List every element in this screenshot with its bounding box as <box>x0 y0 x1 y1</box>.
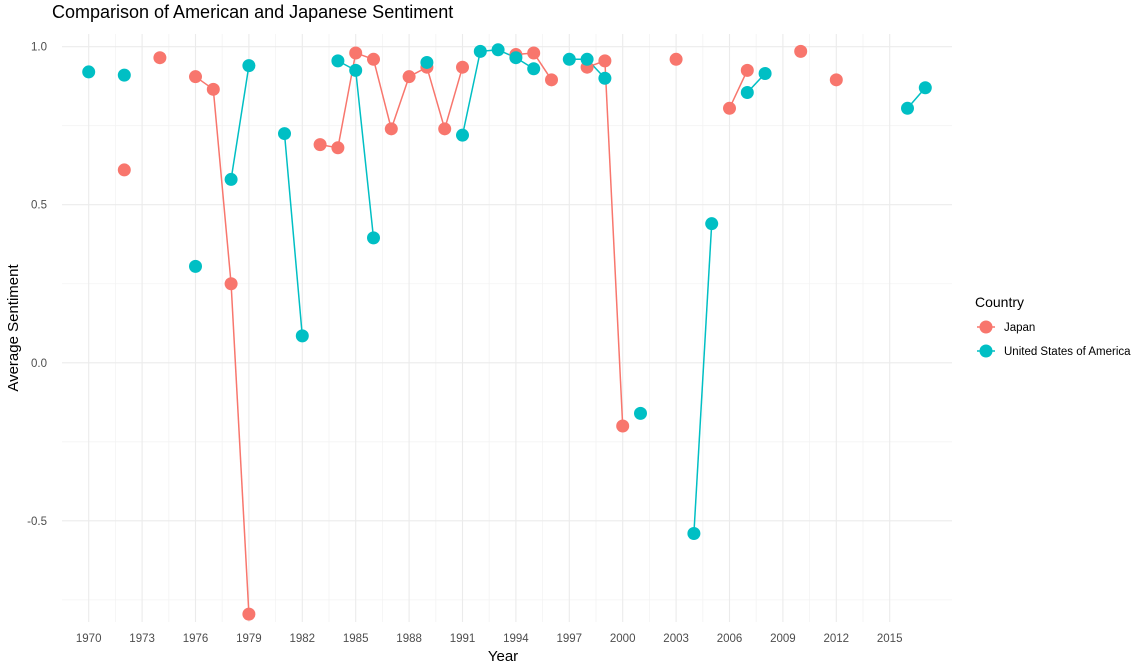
x-tick-label: 1982 <box>290 633 316 645</box>
usa-point <box>295 329 309 343</box>
series-segment-0 <box>443 66 464 130</box>
x-tick-label: 1994 <box>503 633 529 645</box>
legend-items: Japan United States of America <box>977 320 1131 358</box>
x-tick-label: 2012 <box>824 633 850 645</box>
usa-point <box>224 172 238 186</box>
x-tick-label: 1976 <box>183 633 209 645</box>
series-segment-0 <box>212 89 232 284</box>
x-tick-label: 1979 <box>236 633 262 645</box>
japan-point <box>616 419 630 433</box>
japan-point <box>402 70 416 84</box>
japan-point <box>669 52 683 66</box>
japan-point <box>153 51 167 65</box>
usa-point <box>82 65 96 79</box>
usa-point <box>349 63 363 77</box>
x-tick-label: 1997 <box>557 633 583 645</box>
usa-point <box>331 54 345 68</box>
x-tick-label: 1973 <box>129 633 155 645</box>
usa-point <box>456 128 469 142</box>
japan-point <box>438 122 452 136</box>
usa-point <box>598 71 612 85</box>
x-tick-label: 2009 <box>770 633 796 645</box>
usa-point <box>509 51 523 65</box>
usa-point <box>918 81 932 95</box>
legend-title: Country <box>975 294 1024 310</box>
series-segment-1 <box>354 70 375 238</box>
japan-point <box>349 46 363 60</box>
usa-point <box>705 217 719 231</box>
usa-point <box>420 55 434 69</box>
x-tick-label: 2006 <box>717 633 743 645</box>
japan-point <box>723 101 736 115</box>
japan-point <box>367 52 380 66</box>
legend-key-dot <box>979 320 993 334</box>
japan-point <box>740 63 754 77</box>
japan-point <box>242 607 256 621</box>
legend-label: Japan <box>1004 322 1035 334</box>
series-segment-0 <box>390 76 410 130</box>
y-axis-title: Average Sentiment <box>5 264 22 392</box>
usa-point <box>901 101 914 115</box>
y-tick-label: 0.5 <box>31 200 47 212</box>
japan-point <box>829 73 843 87</box>
series-segment-0 <box>426 66 446 130</box>
usa-point <box>491 43 505 57</box>
japan-point <box>384 122 398 136</box>
y-tick-label: -0.5 <box>27 516 47 528</box>
usa-point <box>687 526 701 540</box>
japan-point <box>331 141 345 155</box>
chart-title: Comparison of American and Japanese Sent… <box>52 2 453 22</box>
series-segment-0 <box>230 283 250 615</box>
usa-point <box>473 44 487 58</box>
japan-point <box>456 60 469 74</box>
japan-point <box>598 54 612 68</box>
series-segment-0 <box>372 59 393 130</box>
x-tick-label: 1991 <box>450 633 476 645</box>
usa-point <box>580 52 594 66</box>
usa-point <box>189 259 202 273</box>
series-segment-1 <box>230 65 250 180</box>
japan-point <box>189 70 202 84</box>
legend-label: United States of America <box>1004 346 1131 358</box>
x-tick-label: 1970 <box>76 633 102 645</box>
series-segment-1 <box>461 51 482 136</box>
usa-point <box>758 67 772 81</box>
y-tick-label: 1.0 <box>31 42 47 54</box>
x-tick-label: 2003 <box>663 633 689 645</box>
japan-point <box>206 82 220 96</box>
x-tick-label: 2015 <box>877 633 903 645</box>
usa-point <box>117 68 131 82</box>
series-segment-1 <box>693 223 713 534</box>
usa-point <box>527 62 541 76</box>
usa-point <box>740 85 754 99</box>
legend: Country Japan United States of America <box>975 294 1131 358</box>
axis-ticks: 1970 1973 1976 1979 1982 1985 1988 1991 1994 1997… <box>27 42 902 645</box>
japan-point <box>117 163 131 177</box>
usa-point <box>634 406 647 420</box>
usa-point <box>242 59 256 73</box>
series-segment-0 <box>604 60 624 427</box>
japan-point <box>313 138 327 152</box>
usa-point <box>367 231 380 245</box>
usa-point <box>278 127 291 141</box>
japan-point <box>545 73 558 87</box>
x-tick-label: 2000 <box>610 633 636 645</box>
japan-point <box>527 46 541 60</box>
grid-lines <box>62 34 952 622</box>
x-tick-label: 1988 <box>396 633 422 645</box>
x-axis-title: Year <box>488 648 518 665</box>
legend-key-dot <box>979 344 993 358</box>
y-tick-label: 0.0 <box>31 358 47 370</box>
japan-point <box>224 277 238 291</box>
data-points <box>82 43 932 621</box>
usa-point <box>562 52 576 66</box>
x-tick-label: 1985 <box>343 633 369 645</box>
series-segment-1 <box>283 133 304 336</box>
series-segment-0 <box>728 70 748 109</box>
japan-point <box>794 44 808 58</box>
